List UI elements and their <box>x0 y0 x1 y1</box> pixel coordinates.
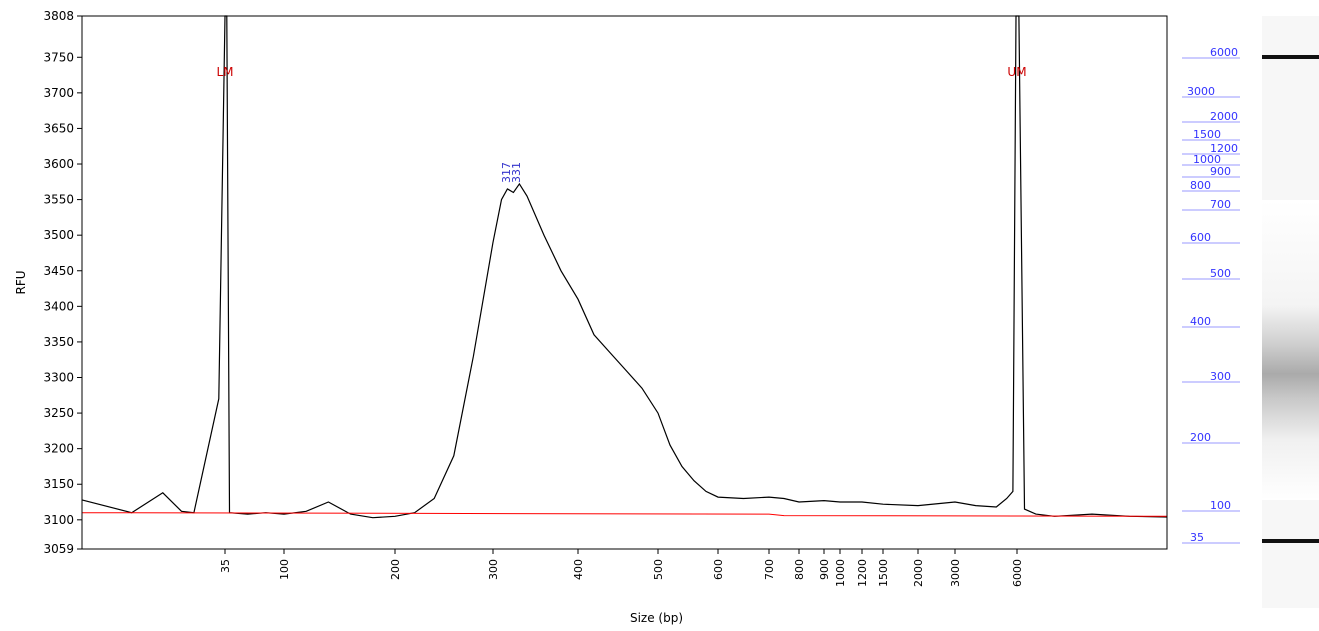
ladder-label: 300 <box>1210 370 1231 383</box>
ladder-label: 200 <box>1190 431 1211 444</box>
x-tick-label: 900 <box>818 559 831 580</box>
lower-marker-label: LM <box>216 65 233 79</box>
peak-label: 317 <box>500 162 513 183</box>
y-tick-label: 3808 <box>43 9 74 23</box>
y-tick-label: 3350 <box>43 335 74 349</box>
ladder-label: 1000 <box>1193 153 1221 166</box>
y-tick-label: 3450 <box>43 264 74 278</box>
y-tick-label: 3400 <box>43 299 74 313</box>
ladder-label: 700 <box>1210 198 1231 211</box>
ladder-label: 1200 <box>1210 142 1238 155</box>
ladder-label: 1500 <box>1193 128 1221 141</box>
ladder-label: 900 <box>1210 165 1231 178</box>
y-tick-label: 3250 <box>43 406 74 420</box>
x-tick-label: 600 <box>712 559 725 580</box>
y-tick-label: 3550 <box>43 193 74 207</box>
x-tick-label: 1200 <box>856 559 869 587</box>
ladder-label: 400 <box>1190 315 1211 328</box>
y-tick-label: 3059 <box>43 542 74 556</box>
upper-marker-label: UM <box>1007 65 1026 79</box>
gel-smear <box>1262 200 1319 500</box>
x-tick-label: 800 <box>793 559 806 580</box>
x-tick-label: 2000 <box>912 559 925 587</box>
ladder-label: 600 <box>1190 231 1211 244</box>
x-tick-label: 300 <box>487 559 500 580</box>
y-tick-label: 3700 <box>43 86 74 100</box>
gel-band-6000 <box>1262 55 1319 59</box>
x-axis-title: Size (bp) <box>630 611 683 625</box>
ladder-label: 500 <box>1210 267 1231 280</box>
x-tick-label: 500 <box>652 559 665 580</box>
baseline-line <box>81 512 1168 517</box>
y-tick-label: 3650 <box>43 121 74 135</box>
y-tick-label: 3600 <box>43 157 74 171</box>
ladder-label: 3000 <box>1187 85 1215 98</box>
plot-frame <box>81 15 1168 550</box>
y-tick-label: 3300 <box>43 371 74 385</box>
x-tick-label: 1500 <box>877 559 890 587</box>
y-axis-title: RFU <box>14 270 28 294</box>
ladder-label: 100 <box>1210 499 1231 512</box>
x-tick-label: 6000 <box>1011 559 1024 587</box>
ladder-label: 35 <box>1190 531 1204 544</box>
x-tick-label: 700 <box>763 559 776 580</box>
y-tick-label: 3150 <box>43 477 74 491</box>
x-tick-label: 200 <box>389 559 402 580</box>
trace-line <box>81 15 1168 519</box>
y-tick-label: 3750 <box>43 50 74 64</box>
y-tick-label: 3100 <box>43 513 74 527</box>
ladder-label: 2000 <box>1210 110 1238 123</box>
x-tick-label: 1000 <box>834 559 847 587</box>
ladder-label: 6000 <box>1210 46 1238 59</box>
peak-label: 331 <box>510 162 523 183</box>
ladder-label: 800 <box>1190 179 1211 192</box>
x-tick-label: 100 <box>278 559 291 580</box>
x-tick-label: 3000 <box>949 559 962 587</box>
y-tick-label: 3200 <box>43 442 74 456</box>
x-tick-label: 400 <box>572 559 585 580</box>
y-tick-label: 3500 <box>43 228 74 242</box>
gel-band-35 <box>1262 539 1319 543</box>
x-tick-label: 35 <box>219 559 232 573</box>
